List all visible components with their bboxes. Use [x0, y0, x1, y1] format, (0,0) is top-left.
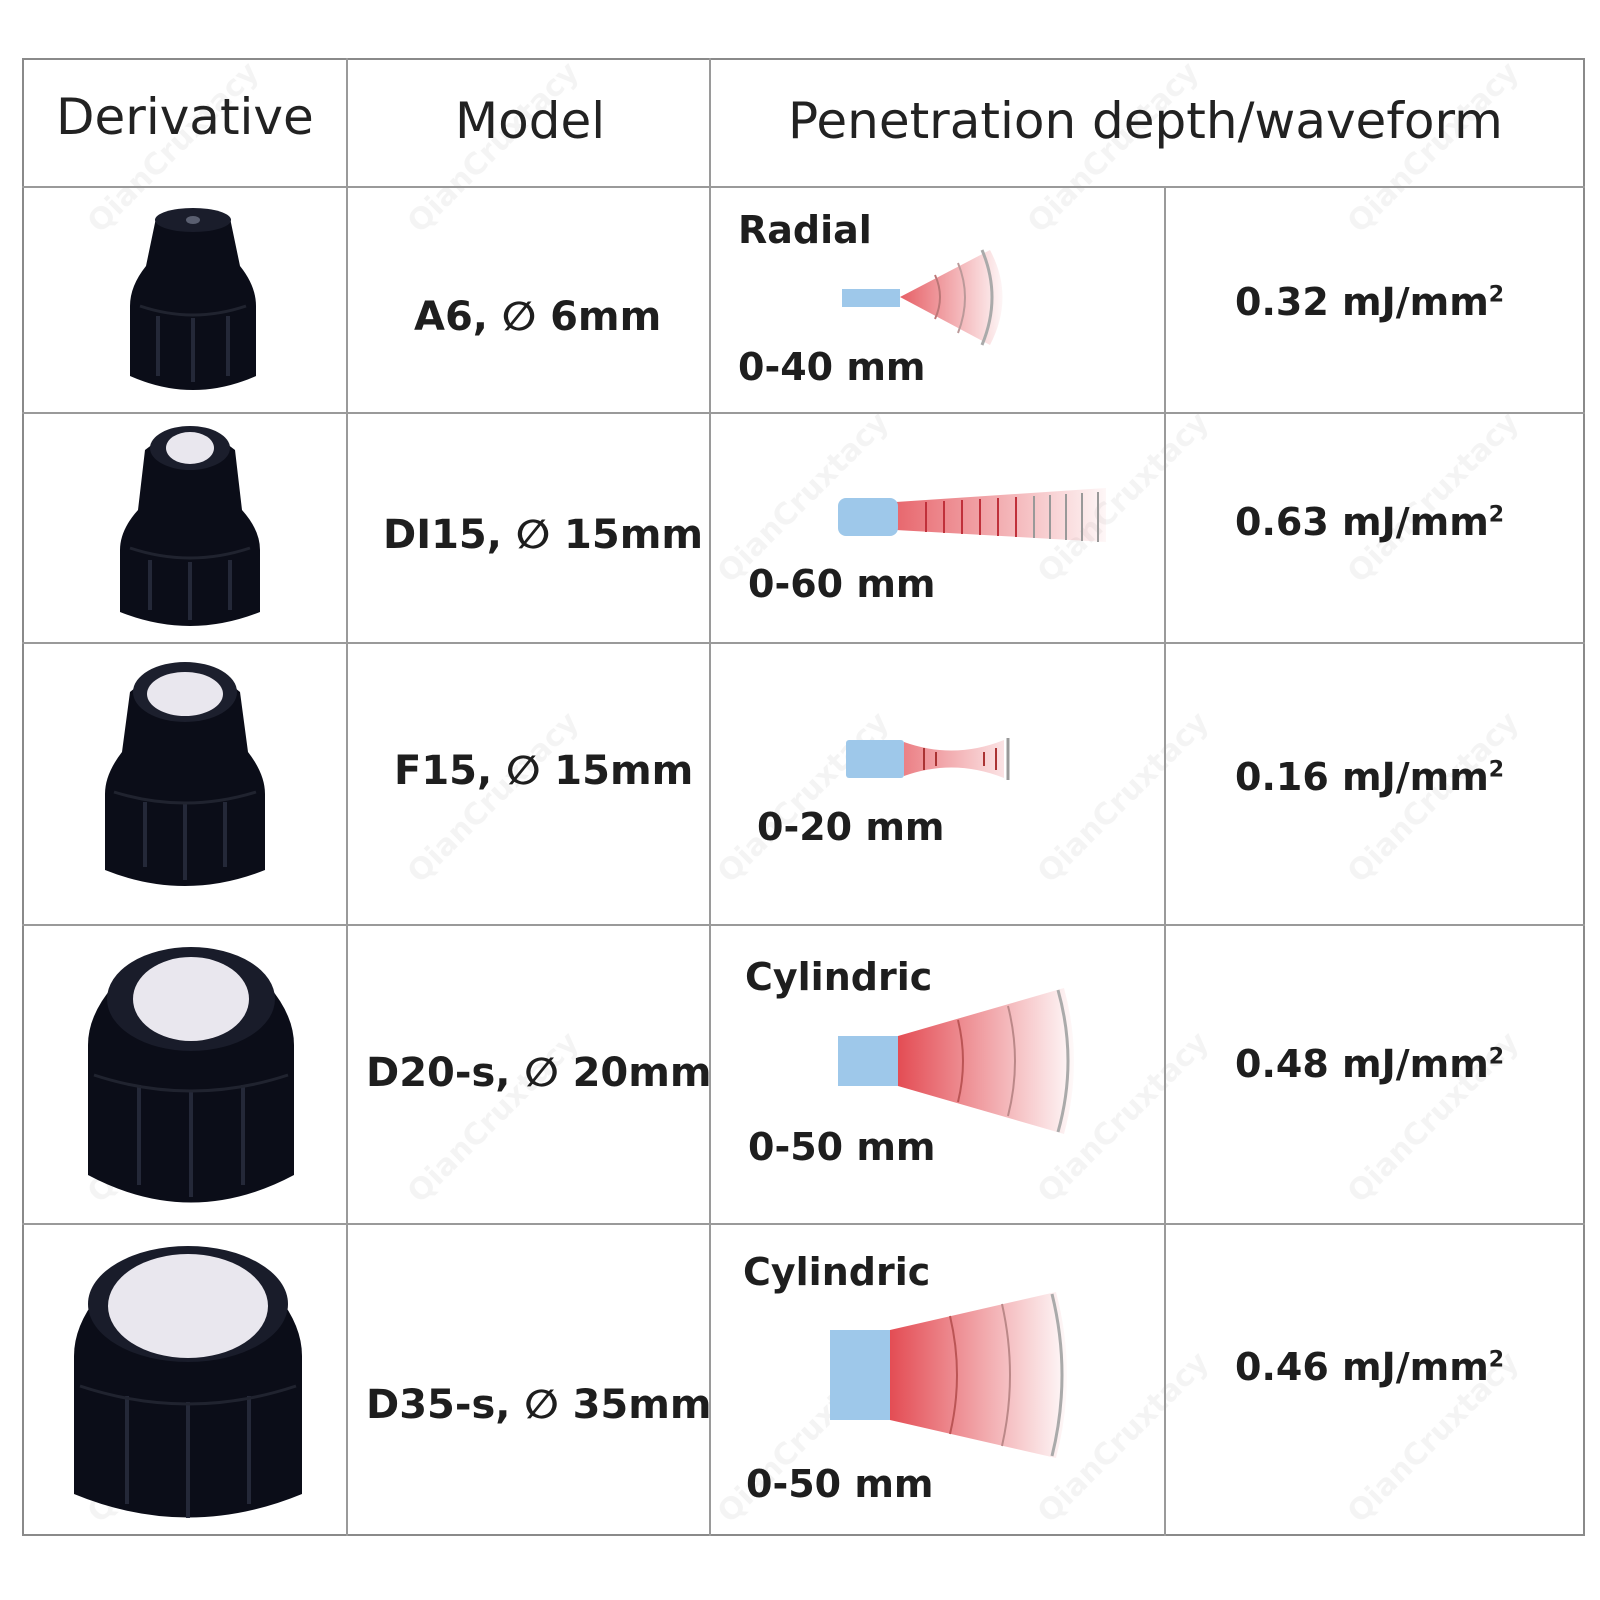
energy-d35s: 0.46 mJ/mm2 [1235, 1345, 1505, 1389]
col-divider-3 [1164, 186, 1166, 1536]
cap-d35s-image [74, 1246, 302, 1518]
depth-f15: 0-20 mm [757, 805, 945, 849]
wave-type-d20s: Cylindric [745, 955, 933, 999]
row-divider-1 [22, 412, 1585, 414]
depth-di15: 0-60 mm [748, 562, 936, 606]
wave-type-a6: Radial [738, 208, 872, 252]
model-d35s: D35-s, ∅ 35mm [366, 1382, 712, 1428]
row-divider-2 [22, 642, 1585, 644]
energy-a6: 0.32 mJ/mm2 [1235, 280, 1505, 324]
header-model: Model [455, 92, 606, 150]
cap-a6-image [130, 208, 256, 390]
waveform-a6-radial [842, 249, 1003, 346]
header-penetration: Penetration depth/waveform [788, 92, 1503, 150]
waveform-d20s-cylindric [838, 988, 1074, 1134]
energy-di15: 0.63 mJ/mm2 [1235, 500, 1505, 544]
cap-f15-image [105, 662, 265, 886]
cap-di15-image [120, 426, 260, 626]
waveform-d35s-cylindric [830, 1292, 1067, 1458]
cap-d20s-image [88, 947, 294, 1203]
waveform-di15 [838, 488, 1106, 542]
wave-type-d35s: Cylindric [743, 1250, 931, 1294]
model-di15: DI15, ∅ 15mm [383, 512, 704, 558]
spec-table [22, 58, 1585, 1536]
depth-d20s: 0-50 mm [748, 1125, 936, 1169]
row-divider-header [22, 186, 1585, 188]
row-divider-4 [22, 1223, 1585, 1225]
col-divider-2 [709, 58, 711, 1536]
row-divider-3 [22, 924, 1585, 926]
waveform-f15 [846, 738, 1010, 780]
model-f15: F15, ∅ 15mm [394, 748, 694, 794]
depth-a6: 0-40 mm [738, 345, 926, 389]
model-d20s: D20-s, ∅ 20mm [366, 1050, 712, 1096]
header-derivative: Derivative [56, 88, 314, 146]
energy-f15: 0.16 mJ/mm2 [1235, 755, 1505, 799]
col-divider-1 [346, 58, 348, 1536]
depth-d35s: 0-50 mm [746, 1462, 934, 1506]
model-a6: A6, ∅ 6mm [414, 294, 662, 340]
energy-d20s: 0.48 mJ/mm2 [1235, 1042, 1505, 1086]
